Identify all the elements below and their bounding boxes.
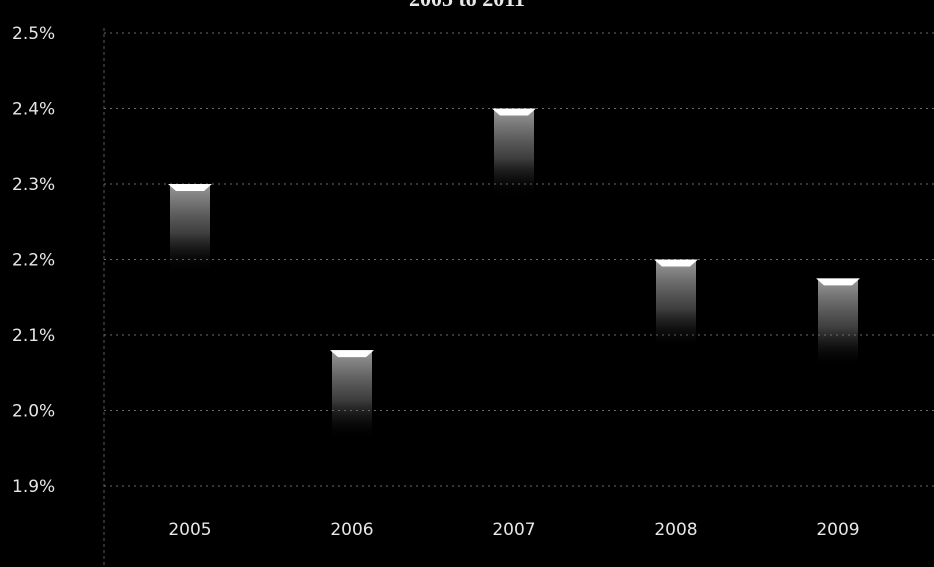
bar xyxy=(170,184,210,274)
bar-cap xyxy=(816,278,860,286)
y-tick-labels: 1.9% 2.0% 2.1% 2.2% 2.3% 2.4% 2.5% xyxy=(12,24,55,497)
x-tick-label: 2005 xyxy=(168,520,211,540)
x-tick-label: 2007 xyxy=(492,520,535,540)
x-tick-labels: 2005 2006 2007 2008 2009 xyxy=(168,520,859,540)
bar xyxy=(332,350,372,441)
y-tick-label: 2.4% xyxy=(12,100,55,120)
y-tick-label: 2.1% xyxy=(12,326,55,346)
bar xyxy=(656,259,696,350)
x-tick-label: 2008 xyxy=(654,520,697,540)
y-tick-label: 2.0% xyxy=(12,402,55,422)
bar-cap xyxy=(330,350,374,358)
bar-cap xyxy=(492,108,536,116)
bar xyxy=(494,108,534,199)
y-tick-label: 1.9% xyxy=(12,477,55,497)
y-tick-label: 2.5% xyxy=(12,24,55,44)
bars xyxy=(168,108,860,441)
bar xyxy=(818,278,858,369)
chart-title: 2005 to 2011 xyxy=(409,0,525,11)
x-tick-label: 2006 xyxy=(330,520,373,540)
bar-cap xyxy=(654,259,698,267)
y-tick-label: 2.3% xyxy=(12,175,55,195)
bar-cap xyxy=(168,184,212,191)
x-tick-label: 2009 xyxy=(816,520,859,540)
y-tick-label: 2.2% xyxy=(12,251,55,271)
